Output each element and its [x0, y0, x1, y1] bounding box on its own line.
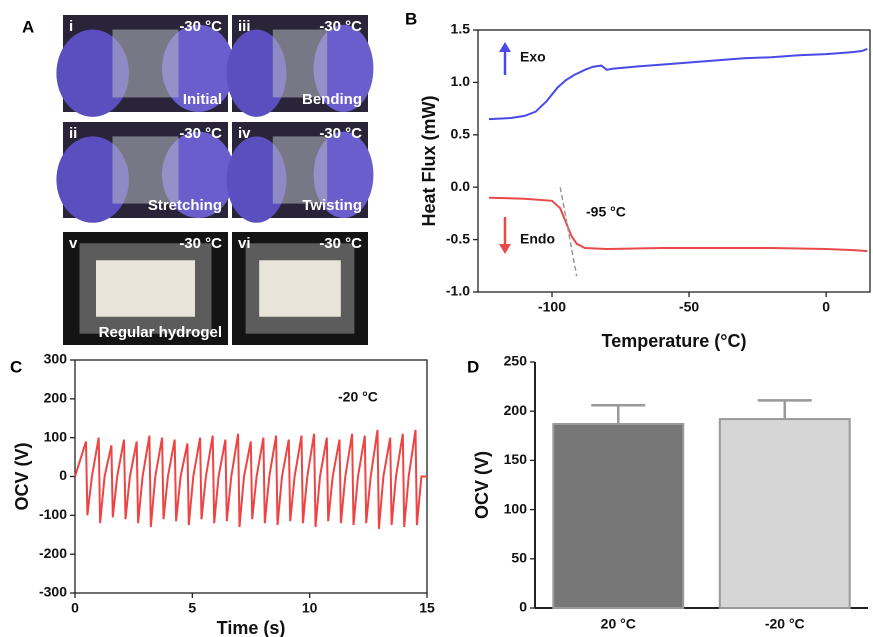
photo-numeral: vi [238, 235, 251, 252]
glove [226, 136, 287, 223]
glove [313, 24, 374, 112]
photo-numeral: ii [69, 125, 77, 142]
photo-temperature: -30 °C [319, 125, 362, 142]
x-tick-label: -20 °C [765, 616, 805, 632]
sample [96, 260, 195, 317]
sample [112, 29, 179, 98]
photo-numeral: iv [238, 125, 251, 142]
y-tick-label: -1.0 [446, 283, 470, 299]
annotation: -20 °C [338, 389, 378, 405]
x-tick-label: 5 [188, 600, 196, 616]
photo-numeral: i [69, 18, 73, 35]
sample [112, 136, 179, 204]
tangent-guide [559, 187, 578, 277]
photo-caption: Twisting [302, 197, 362, 214]
y-tick-label: 100 [504, 500, 528, 516]
glove [56, 29, 130, 117]
glove [162, 24, 235, 112]
x-tick-label: 0 [71, 600, 79, 616]
panel-label: A [22, 17, 34, 36]
panel-label: C [10, 357, 22, 376]
glove [162, 131, 235, 218]
y-tick-label: 0.0 [451, 178, 471, 194]
plot-frame [477, 29, 871, 293]
photo-numeral: iii [238, 18, 251, 35]
glove [313, 131, 374, 218]
photo-temperature: -30 °C [179, 235, 222, 252]
ocv-line [74, 429, 427, 529]
panel-label: D [467, 357, 479, 376]
photo-numeral: v [69, 235, 78, 252]
bar [718, 418, 851, 609]
x-axis-title: Temperature (°C) [602, 331, 747, 351]
x-axis-title: Time (s) [217, 618, 286, 637]
sample [259, 260, 341, 317]
y-tick-label: 250 [504, 353, 528, 369]
y-tick-label: -200 [39, 545, 67, 561]
glove [56, 136, 130, 223]
arrow-head [499, 42, 511, 52]
annotation: Exo [520, 49, 546, 65]
x-tick-label: -100 [538, 299, 566, 315]
y-axis-title: OCV (V) [472, 451, 492, 519]
photo-temperature: -30 °C [319, 18, 362, 35]
sample [272, 136, 328, 204]
y-tick-label: 50 [511, 550, 527, 566]
y-tick-label: 200 [44, 390, 68, 406]
x-tick-label: 0 [822, 299, 830, 315]
photo-temperature: -30 °C [319, 235, 362, 252]
y-tick-label: 0 [59, 467, 67, 483]
y-tick-label: -0.5 [446, 230, 470, 246]
photo-temperature: -30 °C [179, 125, 222, 142]
x-tick-label: -50 [679, 299, 699, 315]
photo-caption: Regular hydrogel [99, 324, 222, 341]
y-tick-label: 0 [519, 599, 527, 615]
y-tick-label: 1.5 [451, 21, 471, 37]
x-tick-label: 15 [419, 600, 435, 616]
y-tick-label: 200 [504, 402, 528, 418]
panel-label: B [405, 9, 417, 28]
photo-caption: Stretching [148, 197, 222, 214]
y-tick-label: 0.5 [451, 126, 471, 142]
y-tick-label: 300 [44, 351, 68, 367]
photo-caption: Bending [302, 91, 362, 108]
glove [226, 29, 287, 117]
y-tick-label: -300 [39, 584, 67, 600]
annotation: Endo [520, 231, 555, 247]
y-axis-title: OCV (V) [12, 442, 32, 510]
bar [552, 422, 685, 609]
y-tick-label: 150 [504, 451, 528, 467]
y-axis-title: Heat Flux (mW) [419, 95, 439, 226]
y-tick-label: -100 [39, 506, 67, 522]
y-tick-label: 1.0 [451, 73, 471, 89]
annotation: -95 °C [586, 204, 626, 220]
photo-caption: Initial [183, 91, 222, 108]
y-tick-label: 100 [44, 428, 68, 444]
heat-flux-line [488, 196, 868, 253]
heat-flux-line [488, 47, 868, 121]
arrow-head [499, 244, 511, 254]
photo-temperature: -30 °C [179, 18, 222, 35]
sample [272, 29, 328, 98]
x-tick-label: 10 [302, 600, 318, 616]
x-tick-label: 20 °C [601, 616, 636, 632]
